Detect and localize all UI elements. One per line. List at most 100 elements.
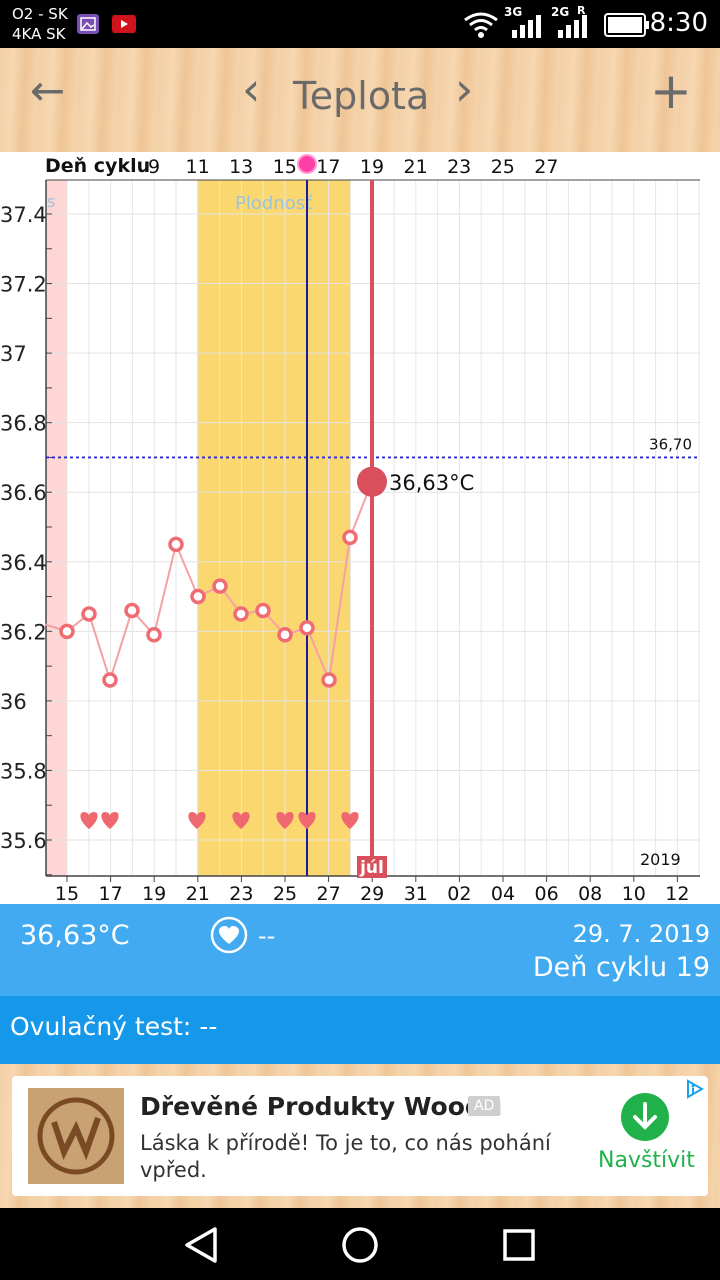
intercourse-value: --	[258, 922, 276, 950]
cycle-day-tick: 13	[229, 156, 253, 178]
date-tick: 15	[55, 883, 79, 904]
day-temperature: 36,63°C	[20, 920, 130, 951]
intercourse-heart-icon	[188, 812, 206, 829]
ad-card[interactable]: Dřevěné Produkty Woodfı AD Láska k příro…	[12, 1076, 708, 1196]
cycle-day-tick: 11	[186, 156, 210, 178]
cycle-day-tick: 17	[316, 156, 340, 178]
y-tick-label: 36.8	[0, 412, 47, 436]
date-tick: 02	[447, 883, 471, 904]
day-date: 29. 7. 2019	[572, 920, 710, 948]
youtube-icon	[112, 15, 136, 33]
temperature-point[interactable]	[321, 672, 337, 688]
y-tick-label: 35.8	[0, 759, 47, 783]
ovulation-test-bar[interactable]: Ovulačný test: --	[0, 996, 720, 1064]
gallery-icon	[77, 14, 99, 34]
y-tick-label: 37	[0, 342, 27, 366]
cycle-day-tick: 15	[273, 156, 297, 178]
adchoices-icon[interactable]	[684, 1078, 706, 1100]
intercourse-heart-icon	[80, 812, 98, 829]
temperature-point[interactable]	[277, 627, 293, 643]
year-label: 2019	[640, 850, 681, 869]
toolbar: ← ‹ Teplota › +	[0, 48, 720, 154]
date-tick: 27	[317, 883, 341, 904]
temperature-point[interactable]	[102, 672, 118, 688]
ovulation-marker-icon	[297, 154, 317, 174]
intercourse-heart-icon	[276, 812, 294, 829]
nav-recents-icon[interactable]	[502, 1228, 536, 1262]
temperature-point[interactable]	[146, 627, 162, 643]
ad-banner[interactable]: Dřevěné Produkty Woodfı AD Láska k příro…	[0, 1064, 720, 1208]
ad-description: Láska k přírodě! To je to, co nás pohání…	[140, 1131, 551, 1182]
date-tick: 19	[142, 883, 166, 904]
temperature-point[interactable]	[124, 602, 140, 619]
temperature-point[interactable]	[81, 606, 97, 622]
date-tick: 10	[622, 883, 646, 904]
y-tick-label: 37.4	[0, 203, 47, 227]
ad-title[interactable]: Dřevěné Produkty Woodfı	[140, 1092, 503, 1121]
cycle-day-tick: 9	[148, 156, 160, 178]
date-tick: 31	[404, 883, 428, 904]
day-cycle-number: Deň cyklu 19	[532, 952, 710, 983]
signal-icon	[512, 15, 541, 38]
date-tick: 12	[665, 883, 689, 904]
wifi-icon	[464, 12, 498, 38]
cycle-day-tick: 19	[360, 156, 384, 178]
date-tick: 21	[186, 883, 210, 904]
temperature-chart-svg[interactable]: 37.4 37.2 37 36.8 36.6 36.4 36.2 36 35.8 35.6 Deň …	[0, 152, 720, 905]
temperature-point[interactable]	[190, 588, 206, 605]
cycle-day-label: Deň cyklu	[45, 155, 150, 177]
y-tick-label: 35.6	[0, 829, 47, 853]
date-tick: 06	[535, 883, 559, 904]
intercourse-heart-icon	[298, 812, 316, 829]
cycle-day-tick: 27	[534, 156, 558, 178]
page-title: Teplota	[293, 74, 430, 118]
temperature-point[interactable]	[233, 606, 249, 622]
previous-chart-button[interactable]: ‹	[242, 62, 261, 116]
roaming-indicator: R	[577, 4, 586, 17]
add-entry-button[interactable]: +	[650, 62, 692, 120]
coverline-label: 36,70	[649, 435, 692, 453]
carrier-line-1: O2 - SK	[12, 5, 68, 23]
temperature-line	[44, 481, 373, 684]
y-tick-label: 36.6	[0, 481, 47, 505]
cycle-day-tick: 25	[491, 156, 515, 178]
temperature-point[interactable]	[299, 620, 315, 636]
temperature-point[interactable]	[212, 578, 228, 594]
current-temperature-point[interactable]	[357, 466, 387, 497]
signal-icon-2	[558, 15, 587, 38]
advertiser-logo-icon	[28, 1088, 124, 1184]
ad-visit-button[interactable]: Navštívit	[598, 1148, 695, 1173]
y-tick-label: 37.2	[0, 273, 47, 297]
intercourse-heart-icon	[341, 812, 359, 829]
battery-icon	[604, 13, 649, 37]
ovulation-test-text: Ovulačný test: --	[10, 1012, 218, 1041]
nav-home-icon[interactable]	[341, 1226, 379, 1264]
period-label: s	[47, 192, 55, 211]
back-button[interactable]: ←	[30, 66, 66, 115]
temperature-chart[interactable]: 37.4 37.2 37 36.8 36.6 36.4 36.2 36 35.8 35.6 Deň …	[0, 152, 720, 905]
day-info-bar[interactable]: 36,63°C -- 29. 7. 2019 Deň cyklu 19	[0, 904, 720, 996]
temperature-point[interactable]	[168, 536, 184, 553]
intercourse-heart-icon	[232, 812, 250, 829]
next-chart-button[interactable]: ›	[455, 62, 474, 116]
date-tick: 29	[360, 883, 384, 904]
date-tick: 25	[273, 883, 297, 904]
status-bar: O2 - SK 4KA SK 3G 2G R 8:30	[0, 0, 720, 48]
intercourse-heart-icon	[210, 916, 248, 954]
nav-back-icon[interactable]	[182, 1226, 220, 1264]
date-tick: 08	[578, 883, 602, 904]
period-band	[46, 180, 67, 876]
y-tick-label: 36.4	[0, 551, 47, 575]
carrier-line-2: 4KA SK	[12, 25, 66, 43]
navigation-bar	[0, 1208, 720, 1280]
temperature-point[interactable]	[255, 602, 271, 619]
visit-download-icon[interactable]	[620, 1092, 670, 1142]
temperature-point[interactable]	[342, 529, 358, 546]
ad-badge: AD	[468, 1096, 501, 1116]
month-label-bg	[357, 856, 387, 878]
month-label: júl	[359, 858, 384, 878]
temperature-point[interactable]	[59, 623, 75, 640]
fertile-window-band	[197, 180, 351, 876]
date-tick: 23	[229, 883, 253, 904]
current-temperature-label: 36,63°C	[389, 471, 474, 495]
